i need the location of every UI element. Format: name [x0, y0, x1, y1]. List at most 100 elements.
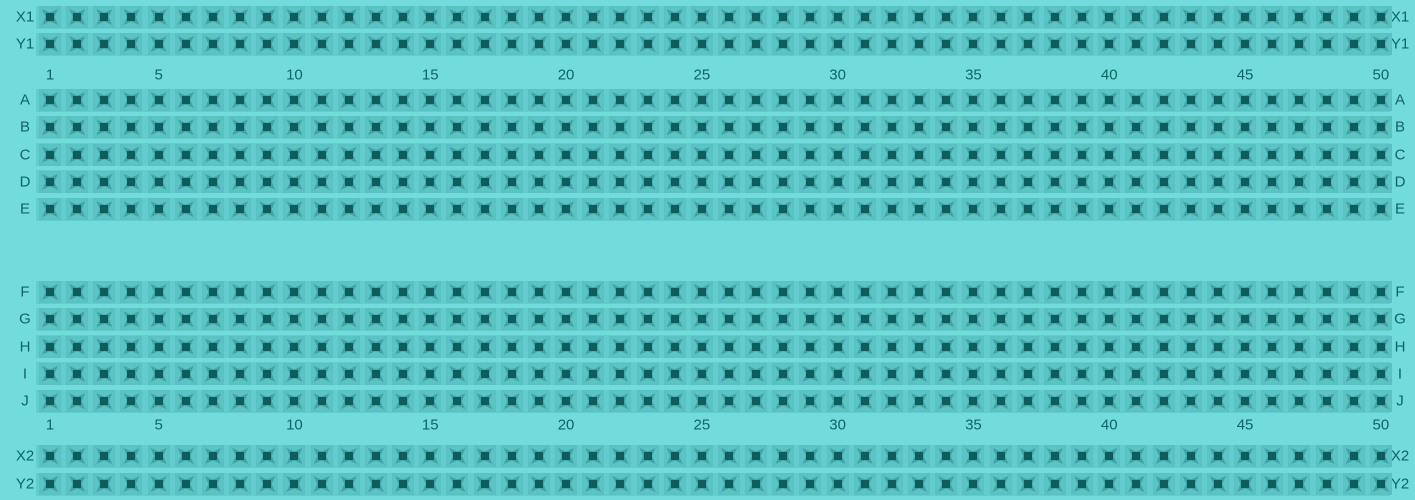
hole-b-43[interactable] [1179, 116, 1202, 139]
hole-h-29[interactable] [799, 335, 822, 358]
hole-a-2[interactable] [66, 89, 89, 111]
hole-h-8[interactable] [229, 335, 252, 358]
hole-x2-32[interactable] [880, 445, 903, 467]
hole-d-37[interactable] [1016, 170, 1039, 193]
hole-g-40[interactable] [1098, 308, 1121, 331]
hole-y1-15[interactable] [419, 33, 442, 55]
hole-j-40[interactable] [1098, 390, 1121, 413]
hole-y2-15[interactable] [419, 473, 442, 495]
hole-c-50[interactable] [1369, 143, 1392, 166]
hole-d-25[interactable] [690, 170, 713, 193]
hole-x1-8[interactable] [229, 6, 252, 28]
hole-x1-7[interactable] [201, 6, 224, 28]
hole-y1-2[interactable] [66, 33, 89, 55]
hole-i-24[interactable] [663, 362, 686, 385]
hole-x1-16[interactable] [446, 6, 469, 28]
hole-a-47[interactable] [1288, 89, 1311, 111]
hole-c-30[interactable] [826, 143, 849, 166]
hole-d-20[interactable] [555, 170, 578, 193]
hole-e-43[interactable] [1179, 198, 1202, 221]
hole-j-16[interactable] [446, 390, 469, 413]
hole-c-10[interactable] [283, 143, 306, 166]
hole-e-31[interactable] [853, 198, 876, 221]
hole-x1-19[interactable] [527, 6, 550, 28]
hole-d-34[interactable] [935, 170, 958, 193]
hole-g-50[interactable] [1369, 308, 1392, 331]
hole-i-21[interactable] [582, 362, 605, 385]
hole-c-36[interactable] [989, 143, 1012, 166]
hole-c-16[interactable] [446, 143, 469, 166]
hole-y1-34[interactable] [935, 33, 958, 55]
hole-y1-38[interactable] [1043, 33, 1066, 55]
hole-j-42[interactable] [1152, 390, 1175, 413]
hole-c-39[interactable] [1071, 143, 1094, 166]
hole-x2-25[interactable] [690, 445, 713, 467]
hole-e-50[interactable] [1369, 198, 1392, 221]
hole-b-15[interactable] [419, 116, 442, 139]
hole-f-43[interactable] [1179, 281, 1202, 303]
hole-c-20[interactable] [555, 143, 578, 166]
hole-h-19[interactable] [527, 335, 550, 358]
hole-d-48[interactable] [1315, 170, 1338, 193]
hole-y1-44[interactable] [1206, 33, 1229, 55]
hole-a-19[interactable] [527, 89, 550, 111]
hole-f-22[interactable] [609, 281, 632, 303]
hole-y1-1[interactable] [39, 33, 61, 55]
hole-g-47[interactable] [1288, 308, 1311, 331]
hole-y1-25[interactable] [690, 33, 713, 55]
hole-b-41[interactable] [1125, 116, 1148, 139]
hole-x2-23[interactable] [636, 445, 659, 467]
hole-e-49[interactable] [1342, 198, 1365, 221]
hole-x1-2[interactable] [66, 6, 89, 28]
hole-g-12[interactable] [337, 308, 360, 331]
hole-f-2[interactable] [66, 281, 89, 303]
hole-h-43[interactable] [1179, 335, 1202, 358]
hole-y1-39[interactable] [1071, 33, 1094, 55]
hole-e-42[interactable] [1152, 198, 1175, 221]
hole-a-38[interactable] [1043, 89, 1066, 111]
hole-y1-23[interactable] [636, 33, 659, 55]
hole-x2-11[interactable] [310, 445, 333, 467]
hole-y2-34[interactable] [935, 473, 958, 495]
hole-g-36[interactable] [989, 308, 1012, 331]
hole-e-6[interactable] [174, 198, 197, 221]
hole-d-28[interactable] [772, 170, 795, 193]
hole-j-15[interactable] [419, 390, 442, 413]
hole-e-39[interactable] [1071, 198, 1094, 221]
hole-a-18[interactable] [500, 89, 523, 111]
hole-f-46[interactable] [1261, 281, 1284, 303]
hole-j-25[interactable] [690, 390, 713, 413]
hole-a-13[interactable] [364, 89, 387, 111]
hole-h-35[interactable] [962, 335, 985, 358]
hole-g-22[interactable] [609, 308, 632, 331]
hole-b-48[interactable] [1315, 116, 1338, 139]
hole-y1-4[interactable] [120, 33, 143, 55]
hole-f-34[interactable] [935, 281, 958, 303]
hole-e-30[interactable] [826, 198, 849, 221]
hole-x1-44[interactable] [1206, 6, 1229, 28]
hole-y1-18[interactable] [500, 33, 523, 55]
hole-y1-35[interactable] [962, 33, 985, 55]
hole-j-5[interactable] [147, 390, 170, 413]
hole-g-5[interactable] [147, 308, 170, 331]
hole-j-12[interactable] [337, 390, 360, 413]
hole-h-3[interactable] [93, 335, 116, 358]
hole-j-35[interactable] [962, 390, 985, 413]
hole-x2-46[interactable] [1261, 445, 1284, 467]
hole-x1-43[interactable] [1179, 6, 1202, 28]
hole-g-27[interactable] [745, 308, 768, 331]
hole-x1-18[interactable] [500, 6, 523, 28]
hole-g-49[interactable] [1342, 308, 1365, 331]
hole-d-44[interactable] [1206, 170, 1229, 193]
hole-f-23[interactable] [636, 281, 659, 303]
hole-e-9[interactable] [256, 198, 279, 221]
hole-d-8[interactable] [229, 170, 252, 193]
hole-g-24[interactable] [663, 308, 686, 331]
hole-d-6[interactable] [174, 170, 197, 193]
hole-x2-40[interactable] [1098, 445, 1121, 467]
hole-e-29[interactable] [799, 198, 822, 221]
hole-h-20[interactable] [555, 335, 578, 358]
hole-i-17[interactable] [473, 362, 496, 385]
hole-x2-22[interactable] [609, 445, 632, 467]
hole-y2-47[interactable] [1288, 473, 1311, 495]
